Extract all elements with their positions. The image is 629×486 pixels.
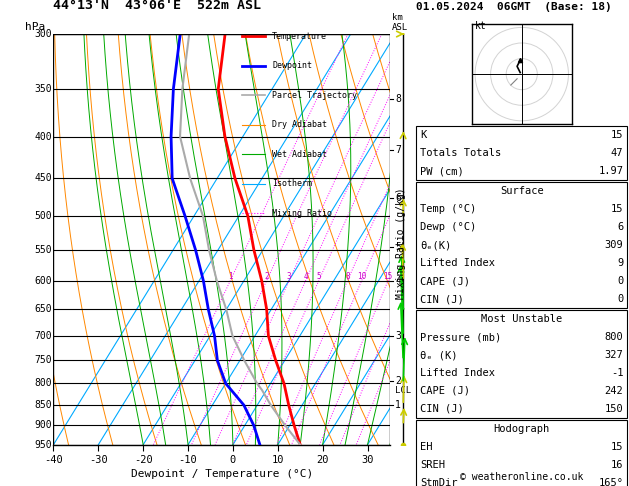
Text: 900: 900 — [34, 420, 52, 431]
Text: 450: 450 — [34, 174, 52, 184]
Text: CAPE (J): CAPE (J) — [420, 276, 470, 286]
Text: Mixing Ratio: Mixing Ratio — [272, 209, 332, 218]
Text: 5: 5 — [316, 272, 321, 281]
Text: 15: 15 — [611, 204, 623, 214]
Text: 7: 7 — [395, 145, 401, 155]
Text: 44°13'N  43°06'E  522m ASL: 44°13'N 43°06'E 522m ASL — [53, 0, 262, 12]
Text: 309: 309 — [604, 240, 623, 250]
Text: 750: 750 — [34, 355, 52, 365]
Text: 8: 8 — [345, 272, 350, 281]
Text: © weatheronline.co.uk: © weatheronline.co.uk — [460, 472, 584, 482]
Text: 2: 2 — [395, 376, 401, 386]
Text: 2: 2 — [264, 272, 269, 281]
Text: 1: 1 — [395, 400, 401, 410]
Text: 15: 15 — [611, 442, 623, 452]
Text: 10: 10 — [357, 272, 366, 281]
Text: Mixing Ratio (g/kg): Mixing Ratio (g/kg) — [396, 187, 406, 299]
Text: 47: 47 — [611, 148, 623, 158]
Text: PW (cm): PW (cm) — [420, 166, 464, 176]
Text: 800: 800 — [34, 379, 52, 388]
Text: 1: 1 — [228, 272, 233, 281]
Text: Temperature: Temperature — [272, 32, 327, 40]
Text: 9: 9 — [617, 258, 623, 268]
Text: Wet Adiabat: Wet Adiabat — [272, 150, 327, 159]
Text: 3: 3 — [287, 272, 291, 281]
Text: Lifted Index: Lifted Index — [420, 258, 495, 268]
Text: CIN (J): CIN (J) — [420, 404, 464, 414]
Text: 500: 500 — [34, 211, 52, 221]
Text: StmDir: StmDir — [420, 478, 458, 486]
Text: Isotherm: Isotherm — [272, 179, 312, 189]
Text: Hodograph: Hodograph — [494, 424, 550, 434]
X-axis label: Dewpoint / Temperature (°C): Dewpoint / Temperature (°C) — [131, 469, 313, 479]
Text: 950: 950 — [34, 440, 52, 450]
Text: 800: 800 — [604, 332, 623, 342]
Text: 350: 350 — [34, 84, 52, 94]
Text: 15: 15 — [383, 272, 392, 281]
Text: 0: 0 — [617, 276, 623, 286]
Text: kt: kt — [475, 21, 487, 31]
Text: Most Unstable: Most Unstable — [481, 314, 562, 324]
Text: Dry Adiabat: Dry Adiabat — [272, 120, 327, 129]
Text: Dewpoint: Dewpoint — [272, 61, 312, 70]
Text: hPa: hPa — [25, 22, 45, 32]
Text: θₑ(K): θₑ(K) — [420, 240, 452, 250]
Text: 850: 850 — [34, 400, 52, 410]
Text: 600: 600 — [34, 276, 52, 286]
Text: Pressure (mb): Pressure (mb) — [420, 332, 501, 342]
Text: 700: 700 — [34, 331, 52, 341]
Text: 327: 327 — [604, 350, 623, 360]
Text: km
ASL: km ASL — [392, 13, 408, 32]
Text: EH: EH — [420, 442, 433, 452]
Text: 6: 6 — [395, 193, 401, 203]
Text: Temp (°C): Temp (°C) — [420, 204, 476, 214]
Text: 0: 0 — [617, 294, 623, 304]
Text: 6: 6 — [617, 222, 623, 232]
Text: 242: 242 — [604, 386, 623, 396]
Text: 400: 400 — [34, 132, 52, 141]
Text: Surface: Surface — [500, 186, 543, 196]
Text: K: K — [420, 130, 426, 140]
Text: 550: 550 — [34, 245, 52, 255]
Text: 3: 3 — [395, 331, 401, 341]
Text: SREH: SREH — [420, 460, 445, 470]
Text: 15: 15 — [611, 130, 623, 140]
Text: 300: 300 — [34, 29, 52, 39]
Text: 165°: 165° — [598, 478, 623, 486]
Text: Lifted Index: Lifted Index — [420, 368, 495, 378]
Text: LCL: LCL — [395, 385, 411, 395]
Text: 1.97: 1.97 — [598, 166, 623, 176]
Text: 5: 5 — [395, 242, 401, 252]
Text: -1: -1 — [611, 368, 623, 378]
Text: 01.05.2024  06GMT  (Base: 18): 01.05.2024 06GMT (Base: 18) — [416, 2, 612, 12]
Text: CAPE (J): CAPE (J) — [420, 386, 470, 396]
Text: Parcel Trajectory: Parcel Trajectory — [272, 91, 357, 100]
Text: 16: 16 — [611, 460, 623, 470]
Text: Totals Totals: Totals Totals — [420, 148, 501, 158]
Text: 4: 4 — [303, 272, 308, 281]
Text: 150: 150 — [604, 404, 623, 414]
Text: 650: 650 — [34, 305, 52, 314]
Text: 4: 4 — [395, 276, 401, 286]
Text: CIN (J): CIN (J) — [420, 294, 464, 304]
Text: Dewp (°C): Dewp (°C) — [420, 222, 476, 232]
Text: θₑ (K): θₑ (K) — [420, 350, 458, 360]
Text: 8: 8 — [395, 94, 401, 104]
